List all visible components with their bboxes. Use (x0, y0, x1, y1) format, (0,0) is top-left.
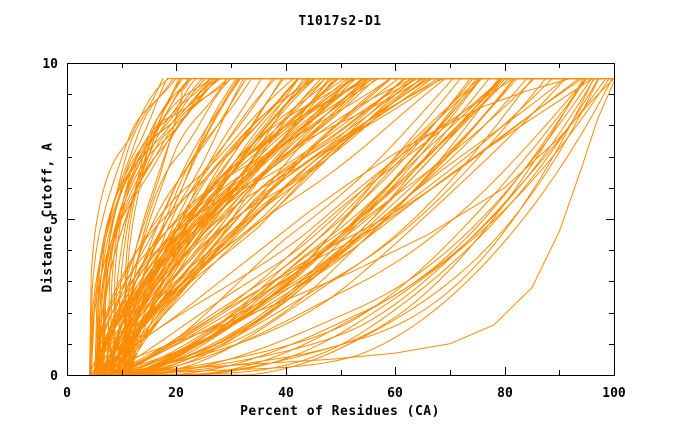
model-curve-2-0 (124, 78, 509, 376)
model-curve-0-17 (89, 78, 170, 376)
reference-curve-lagging-model (110, 81, 615, 374)
model-curve-1-64 (93, 78, 242, 376)
model-curve-1-61 (104, 78, 566, 376)
model-curve-2-25 (131, 78, 502, 376)
y-tick-label: 10 (42, 57, 58, 72)
model-curve-1-62 (120, 78, 545, 376)
model-curve-3-9 (88, 78, 604, 376)
model-curve-1-47 (111, 78, 385, 376)
model-curve-3-8 (111, 78, 595, 376)
model-curve-2-19 (122, 78, 553, 376)
model-curve-1-77 (100, 78, 428, 376)
model-curve-1-0 (96, 78, 316, 376)
model-curve-3-10 (103, 78, 613, 376)
y-tick-label: 5 (50, 213, 58, 228)
model-curve-1-29 (93, 78, 599, 376)
model-curve-1-72 (109, 78, 446, 376)
model-curve-3-11 (91, 78, 587, 376)
model-curve-1-53 (122, 78, 253, 376)
model-curve-2-3 (115, 78, 454, 376)
x-axis-label: Percent of Residues (CA) (240, 404, 440, 419)
model-curve-1-69 (121, 78, 326, 376)
model-curve-2-13 (102, 78, 480, 376)
model-curve-1-59 (116, 78, 439, 376)
model-curve-0-24 (90, 78, 164, 376)
model-curve-2-31 (112, 78, 602, 376)
model-curve-2-14 (113, 78, 584, 376)
x-tick-label: 40 (278, 386, 294, 401)
model-curve-1-65 (107, 78, 457, 376)
model-curve-1-71 (94, 78, 367, 376)
model-curve-3-6 (98, 78, 615, 376)
model-curve-0-11 (102, 78, 502, 376)
model-curve-1-74 (99, 78, 377, 376)
model-curve-2-2 (113, 78, 503, 376)
reference-curve-best-model (93, 78, 615, 373)
model-curve-1-76 (103, 78, 370, 376)
tick-labels-layer: 0 20 40 60 80 100 0 5 10 (42, 57, 626, 401)
model-curve-2-30 (131, 78, 502, 376)
model-curve-2-26 (103, 78, 583, 376)
model-curve-0-18 (97, 78, 220, 376)
model-curve-1-45 (121, 78, 543, 376)
data-curves-layer (88, 78, 615, 376)
model-curve-1-75 (124, 78, 237, 376)
reference-curve-worst-model (93, 78, 188, 367)
model-curve-0-23 (89, 78, 174, 376)
x-tick-label: 20 (168, 386, 184, 401)
model-curve-0-25 (103, 78, 534, 376)
model-curve-1-32 (113, 78, 543, 376)
model-curve-2-24 (129, 78, 515, 376)
model-curve-2-1 (102, 78, 601, 376)
model-curve-0-14 (127, 78, 516, 376)
model-curve-0-26 (109, 78, 190, 376)
model-curve-1-63 (124, 78, 528, 376)
model-curve-2-28 (115, 78, 503, 376)
x-tick-label: 0 (63, 386, 71, 401)
model-curve-2-23 (113, 78, 474, 376)
model-curve-0-20 (89, 78, 203, 376)
model-curve-2-20 (88, 78, 482, 376)
reference-curve-median-model (99, 78, 571, 370)
model-curve-1-41 (127, 78, 299, 376)
y-tick-label: 0 (50, 369, 58, 384)
page-title: T1017s2-D1 (298, 14, 382, 29)
model-curve-2-15 (128, 78, 596, 376)
model-curve-1-66 (101, 78, 412, 376)
model-curve-2-32 (92, 78, 561, 376)
x-tick-label: 100 (602, 386, 626, 401)
model-curve-1-49 (108, 78, 433, 376)
model-curve-1-30 (121, 78, 406, 376)
axis-frame-layer (67, 63, 615, 376)
x-tick-label: 80 (497, 386, 513, 401)
model-curve-3-5 (102, 78, 593, 376)
model-curve-0-7 (99, 78, 207, 376)
model-curve-1-55 (110, 78, 442, 376)
x-tick-label: 60 (387, 386, 403, 401)
model-curve-1-11 (110, 78, 537, 376)
